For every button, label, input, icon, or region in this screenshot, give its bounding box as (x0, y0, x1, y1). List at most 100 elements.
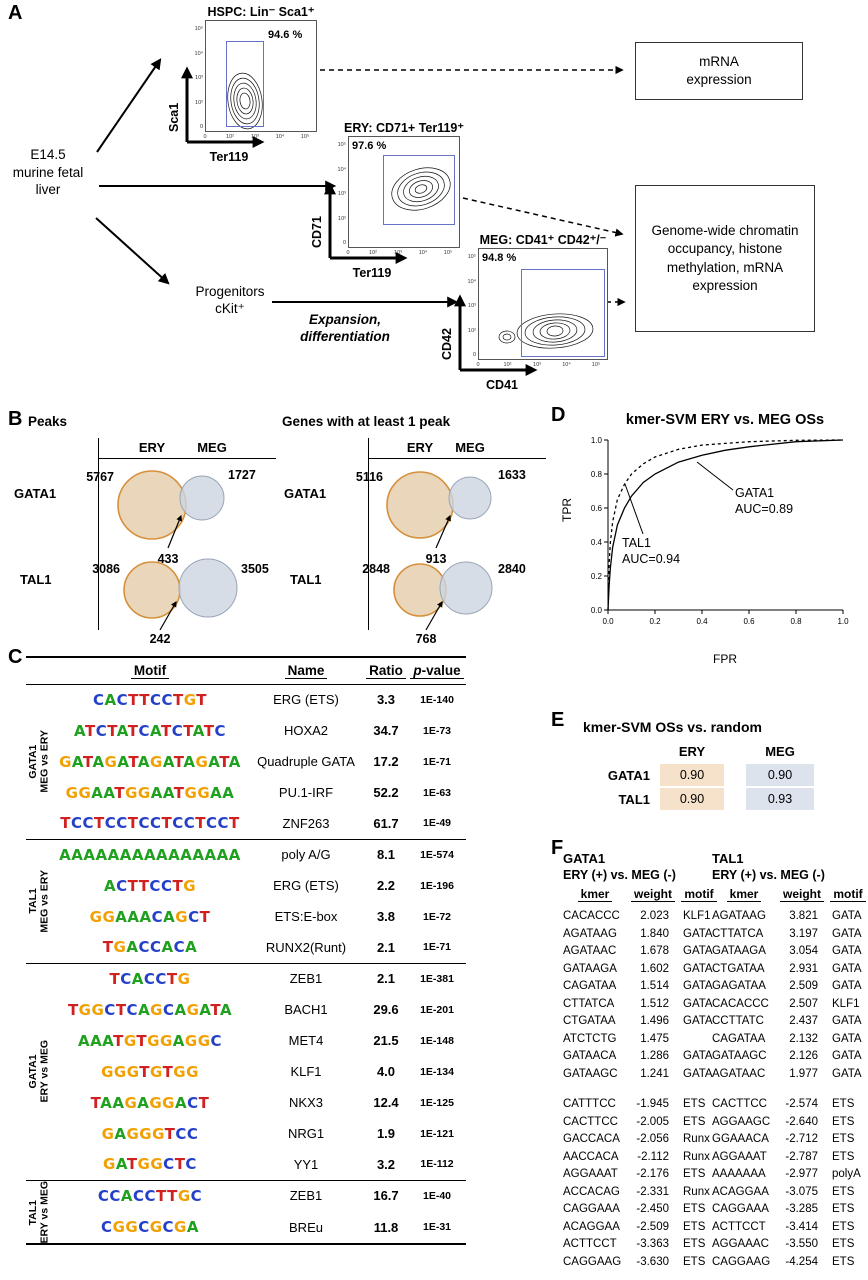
motif-group-label: GATA1 MEG vs ERY (26, 730, 51, 793)
contour-ellipse (546, 325, 564, 337)
weight-cell: -2.640 (785, 1115, 818, 1128)
kmer-cell: CAGGAAA (712, 1203, 769, 1215)
motif-pvalue: 1E-148 (420, 1034, 454, 1047)
weight-cell: 3.197 (789, 927, 818, 940)
motif-ratio: 17.2 (373, 754, 399, 769)
motif-logo: ATCTATCATCTATC (74, 721, 226, 740)
venn-overlap-count: 768 (415, 632, 437, 646)
contour-ellipse (539, 322, 571, 340)
motif-logo: GATGGCTC (103, 1155, 197, 1174)
venn-count: 3505 (241, 562, 269, 576)
header-pvalue: p-value (408, 656, 466, 685)
weight-cell: 2.126 (789, 1050, 818, 1062)
motif-cell: ETS (832, 1220, 855, 1233)
roc-xlabel: FPR (713, 652, 737, 666)
motif-name: Quadruple GATA (257, 754, 355, 769)
motif-pvalue: 1E-63 (422, 786, 452, 799)
roc-ylabel: TPR (560, 498, 574, 522)
venn-circle-meg (179, 475, 225, 521)
y-tick-label: 0 (472, 352, 476, 358)
kmer-cell: CACACCC (712, 997, 769, 1010)
y-tick-label: 10³ (338, 191, 346, 197)
y-tick-label: 10⁵ (337, 142, 346, 148)
contour-ellipse (233, 82, 257, 120)
kmer-cell: CTGATAA (712, 962, 765, 975)
weight-cell: 2.507 (789, 997, 818, 1010)
flow-contours (498, 313, 594, 349)
kmer-col-header: motif (679, 887, 719, 908)
weight-cell: -3.075 (785, 1185, 818, 1198)
motif-group-label: GATA1 ERY vs MEG (26, 962, 52, 1180)
kmer-cell: AGGAAAT (712, 1150, 767, 1163)
motif-cell: GATA (683, 945, 713, 957)
contour-ellipse (227, 72, 263, 130)
header-name: Name (248, 656, 364, 685)
motif-cell: KLF1 (832, 997, 860, 1010)
motif-ratio: 1.9 (376, 1126, 396, 1141)
motif-cell: ETS (832, 1133, 855, 1145)
header-spacer (26, 656, 52, 685)
flow-plot-hspc: HSPC: Lin⁻ Sca1⁺ 94.6 % 0 0 10² 10² 10³ 10³ 10⁴ 1… (165, 4, 357, 194)
x-axis-label: Ter119 (352, 266, 392, 280)
motif-row: GAGGGTCC NRG1 1.9 1E-121 (26, 1118, 466, 1149)
motif-cell: ETS (683, 1168, 706, 1180)
motif-pvalue: 1E-134 (420, 1065, 454, 1078)
header-ratio: Ratio (364, 656, 408, 685)
motif-cell: ETS (683, 1238, 706, 1250)
weight-cell: 1.496 (640, 1015, 669, 1027)
motif-ratio: 3.8 (376, 909, 396, 924)
flow-contours (391, 167, 451, 211)
motif-pvalue: 1E-31 (422, 1221, 452, 1234)
svm-col-meg: MEG (765, 744, 795, 759)
kmer-table-title: GATA1 (563, 851, 606, 866)
flow-plot-meg: MEG: CD41⁺ CD42⁺/⁻ 94.8 % 0 0 10² 10² 10³ 10³ 10… (438, 232, 648, 422)
col-header-ery: ERY (138, 440, 166, 455)
venn-count: 5116 (355, 470, 383, 484)
motif-cell: GATA (683, 1015, 713, 1027)
kmer-cell: CTTATCA (712, 927, 764, 940)
y-tick-label: 10³ (468, 303, 476, 309)
kmer-cell: CAGATAA (712, 1032, 766, 1045)
motif-cell: GATA (683, 962, 713, 975)
motif-logo: TGACCACA (102, 938, 198, 957)
kmer-col-header: weight (627, 887, 679, 908)
panel-label-e: E (551, 709, 565, 731)
x-tick-label: 10⁴ (562, 362, 571, 368)
kmer-cell: AACCACA (563, 1150, 619, 1163)
y-tick-label: 10⁴ (194, 50, 203, 57)
kmer-cell: GGAAACA (712, 1133, 769, 1145)
gate-rect (383, 155, 455, 225)
panel-label-a: A (8, 2, 23, 24)
y-tick-label: 0 (342, 240, 346, 246)
motif-cell: ETS (683, 1203, 706, 1215)
mrna-expression-box: mRNA expression (635, 42, 803, 100)
venn-count: 5767 (86, 470, 114, 484)
kmer-cell: GATAAGC (563, 1067, 618, 1080)
motif-name: ERG (ETS) (273, 692, 339, 708)
kmer-cell: ACCACAG (563, 1185, 620, 1198)
weight-cell: 2.437 (789, 1015, 818, 1027)
motif-logo: CCACCTTGC (52, 1179, 248, 1212)
motif-cell: GATA (832, 962, 862, 975)
motif-cell: GATA (832, 945, 862, 957)
motif-row: GATA1 MEG vs ERY CACTTCCTGT ERG (ETS) 3.3 1E-… (26, 684, 466, 793)
flow-plot-ery: ERY: CD71+ Ter119⁺ 97.6 % 0 0 10² 10² 10³ 10³ 10… (308, 120, 500, 310)
y-tick-label: 10⁴ (337, 166, 346, 173)
motif-pvalue: 1E-73 (422, 724, 452, 737)
motif-name: ZNF263 (282, 815, 330, 831)
kmer-table-header: kmer weight motif (712, 887, 868, 908)
x-tick-label: 10² (503, 362, 512, 368)
weight-cell: 1.840 (640, 927, 669, 940)
motif-pvalue: 1E-71 (422, 941, 452, 954)
motif-ratio: 12.4 (373, 1095, 399, 1110)
y-tick-label: 1.0 (591, 436, 603, 445)
motif-cell: ETS (683, 1255, 706, 1268)
motif-logo: GGAAACAGCT (89, 907, 211, 926)
venn-count: 3086 (92, 562, 120, 576)
motif-ratio: 2.1 (376, 939, 396, 955)
weight-cell: 2.023 (640, 910, 669, 922)
motif-pvalue: 1E-125 (420, 1096, 454, 1109)
motif-row: AAATGTGGAGGC MET4 21.5 1E-148 (26, 1025, 466, 1056)
venn-circle-meg (178, 558, 238, 618)
kmer-cell: AGATAAG (712, 910, 766, 922)
